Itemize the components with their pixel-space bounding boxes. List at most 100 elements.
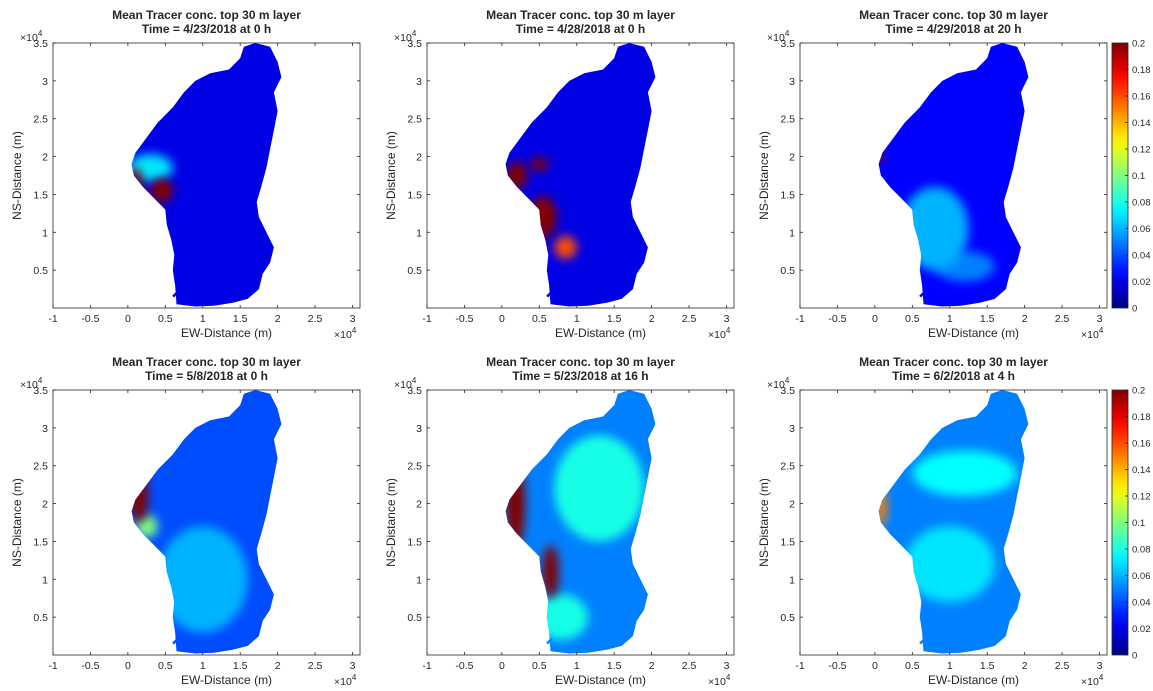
- x-axis-exponent: ×104: [708, 326, 731, 341]
- colorbar-tick-label: 0.14: [1132, 118, 1151, 129]
- y-axis-label: NS-Distance (m): [384, 478, 398, 567]
- tracer-plume: [150, 178, 173, 203]
- x-tick-label: 1.5: [607, 313, 622, 325]
- colorbar-tick-label: 0.16: [1132, 92, 1151, 103]
- x-tick-label: 2.5: [682, 660, 697, 672]
- x-tick-label: -0.5: [828, 660, 846, 672]
- colorbar-tick-label: 0.18: [1132, 65, 1151, 76]
- subplot-title: Mean Tracer conc. top 30 m layer: [859, 355, 1048, 369]
- colorbar-tick-label: 0.04: [1132, 598, 1151, 609]
- axes-box: [426, 42, 735, 309]
- colorbar-tick-label: 0: [1132, 651, 1137, 662]
- colorbar-tick-label: 0.02: [1132, 277, 1151, 288]
- colorbar-tick-label: 0.12: [1132, 492, 1151, 503]
- colorbar-tick-label: 0.2: [1132, 386, 1145, 397]
- subplot-title: Mean Tracer conc. top 30 m layer: [112, 8, 301, 22]
- islet: [172, 290, 179, 298]
- y-tick-label: 0.5: [780, 612, 795, 624]
- y-tick-label: 2.5: [33, 461, 48, 473]
- x-tick-label: 3: [724, 660, 730, 672]
- subplot-time-label: Time = 5/23/2018 at 16 h: [512, 369, 648, 383]
- x-tick-label: -1: [422, 660, 431, 672]
- x-tick-label: -1: [48, 660, 57, 672]
- x-tick-label: 2: [275, 660, 281, 672]
- y-axis-label: NS-Distance (m): [10, 478, 24, 567]
- x-tick-label: 2: [1022, 313, 1028, 325]
- y-axis-label: NS-Distance (m): [757, 478, 771, 567]
- x-tick-label: 2.5: [308, 660, 323, 672]
- tracer-plume: [131, 167, 143, 199]
- y-tick-label: 1: [789, 227, 795, 239]
- y-tick-label: 2.5: [407, 461, 422, 473]
- tracer-plume: [912, 450, 1018, 496]
- x-tick-label: 2.5: [1055, 313, 1070, 325]
- subplot-title: Mean Tracer conc. top 30 m layer: [859, 8, 1048, 22]
- lake-surface: [131, 43, 282, 307]
- tracer-plume: [542, 545, 559, 599]
- colorbar-tick-label: 0.14: [1132, 465, 1151, 476]
- y-tick-label: 1: [42, 227, 48, 239]
- x-tick-label: -1: [795, 313, 804, 325]
- axes-box: [426, 389, 735, 656]
- colorbar-tick-label: 0: [1132, 304, 1137, 315]
- tracer-plume: [878, 488, 887, 527]
- x-tick-label: 0.5: [905, 313, 920, 325]
- y-tick-label: 1.5: [33, 189, 48, 201]
- x-tick-label: 1: [947, 660, 953, 672]
- y-axis-label: NS-Distance (m): [10, 131, 24, 220]
- x-axis-exponent: ×104: [334, 326, 357, 341]
- x-tick-label: 0: [872, 660, 878, 672]
- x-tick-label: -0.5: [81, 660, 99, 672]
- y-tick-label: 1.5: [407, 536, 422, 548]
- x-tick-label: -0.5: [455, 660, 473, 672]
- y-tick-label: 3: [789, 423, 795, 435]
- colorbar-tick-label: 0.06: [1132, 571, 1151, 582]
- x-tick-label: 1.5: [607, 660, 622, 672]
- y-tick-label: 3: [789, 76, 795, 88]
- x-tick-label: 1: [200, 313, 206, 325]
- tracer-plume: [131, 469, 149, 523]
- y-tick-label: 1.5: [33, 536, 48, 548]
- colorbar-tick-label: 0.06: [1132, 224, 1151, 235]
- colorbar-tick-label: 0.02: [1132, 624, 1151, 635]
- x-tick-label: 0: [499, 660, 505, 672]
- y-tick-label: 1: [416, 227, 422, 239]
- x-tick-label: -0.5: [81, 313, 99, 325]
- tracer-plume: [554, 435, 645, 542]
- y-tick-label: 2: [42, 152, 48, 164]
- y-tick-label: 3.5: [407, 385, 422, 397]
- tracer-plume: [157, 526, 248, 633]
- x-tick-label: 2: [649, 660, 655, 672]
- y-tick-label: 2.5: [33, 114, 48, 126]
- x-tick-label: 0.5: [532, 660, 547, 672]
- y-tick-label: 1: [789, 574, 795, 586]
- y-tick-label: 3.5: [780, 38, 795, 50]
- y-tick-label: 3: [416, 423, 422, 435]
- y-tick-label: 0.5: [33, 265, 48, 277]
- x-tick-label: 3: [350, 660, 356, 672]
- x-tick-label: 3: [1097, 313, 1103, 325]
- colorbar-tick-label: 0.2: [1132, 39, 1145, 50]
- y-tick-label: 1: [42, 574, 48, 586]
- y-tick-label: 3: [416, 76, 422, 88]
- x-tick-label: 1.5: [980, 313, 995, 325]
- axes-box: [799, 389, 1108, 656]
- y-tick-label: 2: [42, 499, 48, 511]
- islet: [546, 290, 553, 298]
- y-tick-label: 2: [416, 499, 422, 511]
- colorbar-tick-label: 0.1: [1132, 518, 1145, 529]
- x-tick-label: 0: [125, 660, 131, 672]
- x-tick-label: 0.5: [532, 313, 547, 325]
- subplot-time-label: Time = 4/29/2018 at 20 h: [885, 22, 1021, 36]
- y-tick-label: 0.5: [407, 612, 422, 624]
- islet: [919, 637, 926, 645]
- x-axis-label: EW-Distance (m): [181, 673, 272, 687]
- x-tick-label: 1.5: [233, 660, 248, 672]
- x-tick-label: 2.5: [1055, 660, 1070, 672]
- x-axis-exponent: ×104: [1081, 326, 1104, 341]
- y-axis-exponent: ×104: [20, 29, 43, 44]
- y-axis-exponent: ×104: [767, 376, 790, 391]
- y-tick-label: 0.5: [407, 265, 422, 277]
